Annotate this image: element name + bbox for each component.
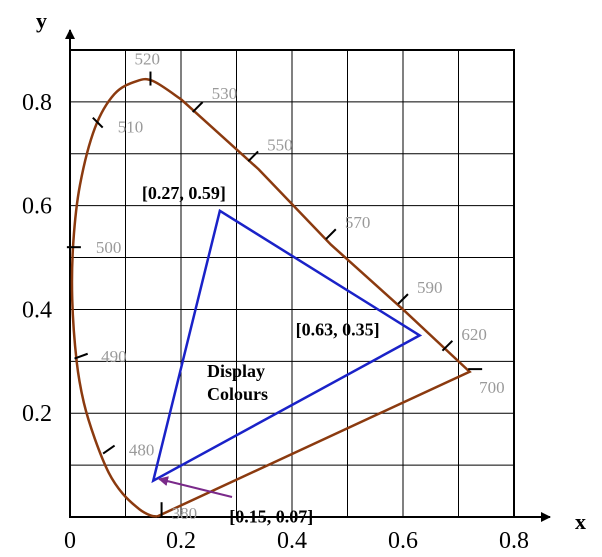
blue-primary-pointer-arrow bbox=[158, 476, 233, 498]
y-tick-label: 0.8 bbox=[22, 90, 52, 116]
wavelength-label: 380 bbox=[172, 504, 198, 523]
wavelength-label: 550 bbox=[267, 135, 293, 154]
gamut-vertex-labels: [0.27, 0.59] [0.63, 0.35] [0.15, 0.07] bbox=[142, 183, 380, 527]
wavelength-tick bbox=[441, 340, 454, 352]
display-colours-label-line2: Colours bbox=[207, 384, 268, 404]
gamut-vertex-label: [0.15, 0.07] bbox=[229, 507, 313, 527]
x-tick-label: 0.6 bbox=[388, 528, 418, 554]
x-tick-label: 0 bbox=[64, 528, 76, 554]
wavelength-label: 490 bbox=[101, 347, 127, 366]
wavelength-label: 620 bbox=[461, 325, 487, 344]
x-axis-label: x bbox=[575, 509, 586, 534]
wavelength-tick bbox=[92, 116, 104, 129]
wavelength-tick bbox=[397, 293, 409, 305]
display-gamut-triangle bbox=[151, 208, 423, 484]
wavelength-label: 510 bbox=[118, 118, 144, 137]
wavelength-marks: 520 530 550 570 590 620 700 510 500 490 480 380 bbox=[66, 50, 505, 523]
y-tick-label: 0.4 bbox=[22, 297, 52, 323]
wavelength-label: 500 bbox=[96, 238, 122, 257]
x-tick-label: 0.8 bbox=[499, 528, 529, 554]
wavelength-label: 530 bbox=[212, 84, 238, 103]
gamut-vertex-label: [0.63, 0.35] bbox=[296, 319, 380, 339]
wavelength-tick bbox=[325, 228, 337, 240]
wavelength-tick bbox=[74, 352, 89, 360]
x-tick-labels: 0 0.2 0.4 0.6 0.8 bbox=[64, 528, 529, 554]
y-tick-labels: 0.2 0.4 0.6 0.8 bbox=[22, 90, 52, 427]
wavelength-tick bbox=[191, 101, 204, 113]
wavelength-label: 590 bbox=[417, 278, 443, 297]
y-tick-label: 0.6 bbox=[22, 194, 52, 220]
display-colours-label-line1: Display bbox=[207, 361, 265, 381]
wavelength-tick bbox=[247, 150, 259, 163]
y-tick-label: 0.2 bbox=[22, 401, 52, 427]
x-tick-label: 0.4 bbox=[277, 528, 307, 554]
gamut-vertex-label: [0.27, 0.59] bbox=[142, 183, 226, 203]
spectral-locus-curve bbox=[70, 77, 472, 518]
y-axis-label: y bbox=[36, 8, 47, 33]
wavelength-label: 520 bbox=[134, 50, 160, 69]
wavelength-label: 700 bbox=[479, 378, 505, 397]
x-tick-label: 0.2 bbox=[166, 528, 196, 554]
wavelength-label: 570 bbox=[345, 213, 371, 232]
wavelength-label: 480 bbox=[129, 441, 155, 460]
axes: x y bbox=[36, 8, 586, 534]
wavelength-tick bbox=[102, 444, 116, 455]
